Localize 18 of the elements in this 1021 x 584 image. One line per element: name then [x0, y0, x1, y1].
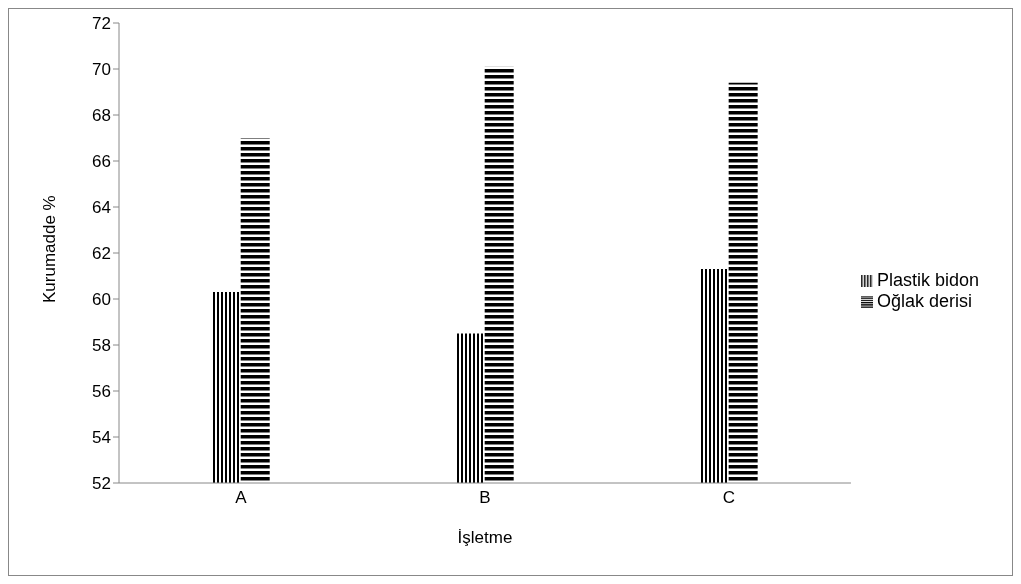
legend-label: Plastik bidon [876, 270, 979, 290]
x-tick-label: A [235, 488, 248, 508]
y-axis-title: Kurumadde % [40, 195, 60, 303]
y-tick-label: 60 [92, 290, 111, 310]
y-tick-label: 56 [92, 382, 111, 402]
y-tick-label: 72 [92, 14, 111, 34]
x-tick-label: C [722, 488, 736, 508]
y-tick-label: 62 [92, 244, 111, 264]
y-tick-label: 70 [92, 60, 111, 80]
legend-label: Oğlak derisi [876, 291, 972, 311]
y-tick-label: 68 [92, 106, 111, 126]
x-axis-title: İşletme [457, 528, 513, 547]
y-tick-label: 66 [92, 152, 111, 172]
x-tick-label: B [479, 488, 491, 508]
y-tick-label: 64 [92, 198, 111, 218]
y-tick-label: 54 [92, 428, 111, 448]
y-tick-label: 58 [92, 336, 111, 356]
y-tick-label: 52 [92, 474, 111, 494]
